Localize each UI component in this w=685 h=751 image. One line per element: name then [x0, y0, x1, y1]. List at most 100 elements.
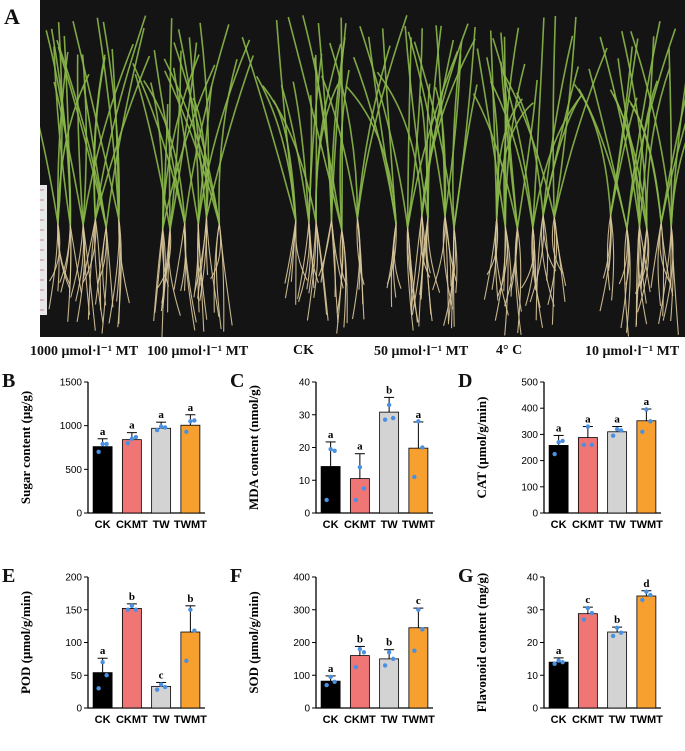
- chart-g-ytick-label: 10: [527, 671, 539, 682]
- chart-d-point-twmt: [648, 419, 653, 424]
- root: [161, 228, 165, 337]
- seedlings-photo-drawing: [40, 0, 685, 337]
- chart-f-point-ckmt: [361, 650, 367, 655]
- chart-d-bar-ckmt: [577, 437, 598, 514]
- leaf: [76, 54, 84, 225]
- chart-d-category-ck: CK: [551, 519, 567, 531]
- leaf: [516, 79, 538, 229]
- chart-d-ytick-label: 0: [532, 509, 538, 520]
- root: [102, 227, 107, 306]
- leaf: [53, 81, 84, 225]
- chart-e-category-twmt: TWMT: [174, 714, 207, 726]
- chart-e-sig-letter-twmt: b: [187, 593, 193, 605]
- root: [432, 215, 446, 291]
- leaf: [670, 141, 685, 227]
- root: [551, 217, 556, 325]
- chart-f-ytick-label: 300: [293, 605, 310, 616]
- panel-letter-e: E: [2, 565, 16, 587]
- leaf: [638, 80, 658, 227]
- root: [670, 226, 674, 322]
- chart-f-point-ckmt: [353, 664, 359, 670]
- leaf: [329, 42, 359, 219]
- chart-e-point-ck: [104, 673, 109, 678]
- chart-c-point-tw: [382, 417, 388, 422]
- chart-e-category-tw: TW: [153, 714, 171, 726]
- chart-g-bar-ck: [548, 661, 569, 709]
- chart-panel-f: F SOD (μmol/g/min) 0 100 200 300 400 a CK b CKMT b…: [228, 565, 453, 743]
- chart-f-point-twmt: [416, 607, 421, 612]
- chart-e-ytick-label: 150: [65, 605, 82, 616]
- root: [284, 220, 297, 299]
- root: [531, 227, 541, 308]
- chart-c-svg: MDA content (nmol/g) 0 10 20 30 40 a CK a CKMT b TW…: [246, 378, 435, 532]
- leaf: [169, 50, 182, 230]
- root: [306, 221, 317, 321]
- chart-b-category-ckmt: CKMT: [116, 519, 148, 531]
- chart-g-bar-tw: [607, 631, 628, 709]
- chart-d-point-tw: [614, 426, 620, 432]
- root: [551, 217, 564, 275]
- chart-b-point-tw: [158, 424, 164, 429]
- root: [297, 221, 310, 299]
- chart-d-ytick-label: 300: [521, 430, 538, 441]
- chart-b-point-ck: [104, 441, 109, 447]
- leaf: [57, 46, 107, 228]
- chart-b-point-ckmt: [129, 436, 135, 441]
- chart-b-point-tw: [154, 427, 160, 433]
- leaf: [413, 41, 455, 228]
- chart-d-point-twmt: [644, 407, 649, 412]
- leaf: [532, 93, 584, 228]
- chart-b-point-ck: [100, 441, 105, 447]
- leaf: [280, 85, 310, 223]
- chart-b-ylabel: Sugar content (μg/g): [18, 391, 33, 504]
- chart-e-category-ck: CK: [95, 714, 111, 726]
- panel-letter-b: B: [2, 370, 16, 392]
- root: [67, 225, 72, 322]
- root: [57, 223, 71, 290]
- panel-letter-f: F: [230, 565, 243, 587]
- chart-d-category-twmt: TWMT: [630, 519, 663, 531]
- chart-c-category-ck: CK: [323, 519, 339, 531]
- root: [213, 223, 220, 313]
- chart-b-ytick-label: 0: [76, 509, 82, 520]
- leaf: [599, 36, 641, 227]
- chart-g-ytick-label: 30: [527, 605, 539, 616]
- chart-d-point-ck: [560, 438, 565, 444]
- root: [386, 223, 397, 285]
- leaf: [218, 58, 238, 224]
- chart-c-point-tw: [390, 415, 396, 421]
- root: [298, 221, 311, 302]
- chart-f-point-ck: [328, 674, 333, 680]
- leaf: [308, 53, 323, 222]
- chart-c-ytick-label: 10: [299, 476, 311, 487]
- chart-d-ytick-label: 400: [521, 404, 538, 415]
- chart-c-point-twmt: [420, 445, 425, 450]
- chart-b-sig-letter-ck: a: [100, 426, 106, 438]
- chart-f-category-ckmt: CKMT: [344, 714, 376, 726]
- chart-g-ytick-label: 40: [527, 573, 539, 584]
- chart-g-point-ckmt: [585, 605, 591, 611]
- chart-f-ytick-label: 200: [293, 638, 310, 649]
- chart-f-point-twmt: [412, 648, 417, 653]
- root: [116, 218, 121, 302]
- leaf: [53, 46, 72, 226]
- leaf: [143, 80, 186, 224]
- chart-d-bar-tw: [607, 431, 628, 514]
- chart-f-point-ck: [332, 679, 337, 684]
- label-50-mt: 50 μmol·l⁻¹ MT: [374, 344, 469, 359]
- chart-e-point-ckmt: [125, 607, 131, 612]
- leaf: [262, 85, 317, 222]
- chart-b-ytick-label: 1500: [60, 378, 83, 389]
- root: [494, 226, 507, 321]
- chart-c-ytick-label: 30: [299, 410, 311, 421]
- chart-d-sig-letter-twmt: a: [644, 396, 650, 408]
- chart-d-point-ck: [552, 451, 557, 457]
- chart-c-category-tw: TW: [381, 519, 399, 531]
- root: [341, 229, 347, 328]
- chart-b-bar-twmt: [180, 424, 201, 514]
- leaf: [163, 70, 221, 225]
- root: [356, 218, 365, 320]
- leaf: [489, 80, 534, 228]
- label-4c: 4° C: [496, 343, 523, 358]
- chart-panel-c: C MDA content (nmol/g) 0 10 20 30 40 a CK a CKMT b…: [228, 370, 453, 548]
